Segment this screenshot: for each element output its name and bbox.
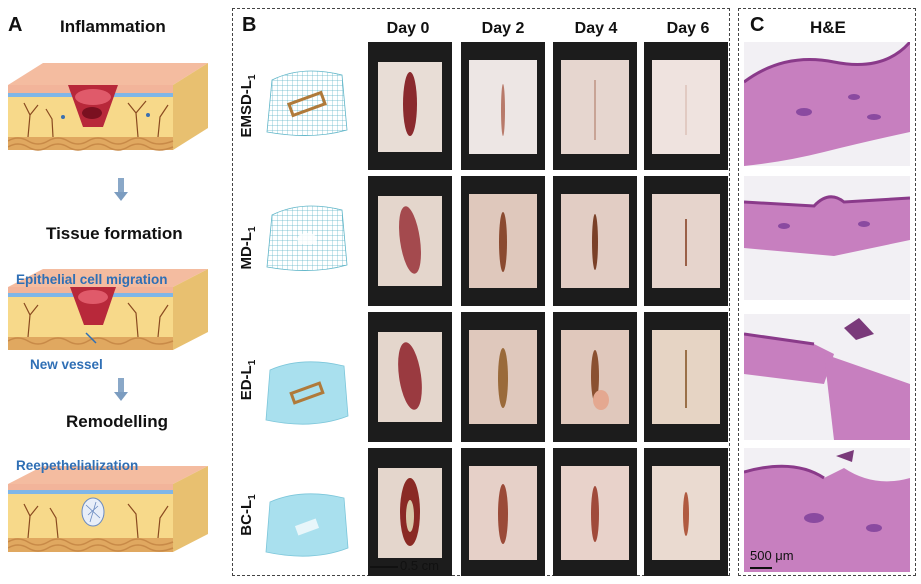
dressing-ed-icon bbox=[265, 361, 349, 425]
panel-c-frame bbox=[738, 8, 916, 576]
reepithelialization-label: Reepethelialization bbox=[16, 458, 139, 473]
scale-label-b: 0.5 cm bbox=[400, 558, 440, 573]
day-label-0: Day 0 bbox=[386, 20, 430, 37]
stage-tissue-formation-title: Tissue formation bbox=[46, 224, 183, 243]
skin-diagram-inflammation bbox=[8, 63, 208, 151]
wound-photo-bc-day6 bbox=[644, 448, 728, 576]
arrow-down-icon bbox=[114, 178, 128, 201]
scale-bar-b bbox=[370, 566, 398, 568]
wound-photo-md-day2 bbox=[461, 176, 545, 306]
panel-c-title: H&E bbox=[810, 18, 846, 37]
wound-photo-ed-day0 bbox=[368, 312, 452, 442]
he-image-emsd bbox=[744, 42, 910, 166]
wound-photo-md-day0 bbox=[368, 176, 452, 306]
wound-photo-emsd-day4 bbox=[553, 42, 637, 170]
he-image-bc bbox=[744, 448, 910, 572]
wound-photo-ed-day6 bbox=[644, 312, 728, 442]
dressing-md-icon bbox=[266, 205, 348, 271]
day-label-2: Day 2 bbox=[481, 20, 525, 37]
stage-remodelling-title: Remodelling bbox=[66, 412, 169, 431]
wound-photo-emsd-day2 bbox=[461, 42, 545, 170]
day-label-4: Day 4 bbox=[574, 20, 618, 37]
he-image-md bbox=[744, 176, 910, 300]
wound-photo-emsd-day6 bbox=[644, 42, 728, 170]
wound-photo-emsd-day0 bbox=[368, 42, 452, 170]
scale-label-c: 500 μm bbox=[750, 548, 794, 563]
new-vessel-label: New vessel bbox=[30, 357, 103, 372]
dressing-bc-icon bbox=[265, 493, 349, 557]
day-label-6: Day 6 bbox=[666, 20, 710, 37]
panel-b-letter: B bbox=[242, 14, 257, 36]
dressing-emsd-icon bbox=[266, 70, 348, 136]
skin-diagram-remodelling bbox=[8, 466, 208, 552]
wound-photo-bc-day4 bbox=[553, 448, 637, 576]
epithelial-migration-label: Epithelial cell migration bbox=[16, 272, 168, 287]
row-label-md: MD-L1 bbox=[238, 226, 258, 270]
row-label-bc: BC-L1 bbox=[238, 494, 258, 536]
panel-a-letter: A bbox=[8, 14, 23, 36]
skin-diagram-tissue-formation bbox=[8, 269, 208, 350]
row-label-ed: ED-L1 bbox=[238, 359, 258, 401]
wound-photo-bc-day2 bbox=[461, 448, 545, 576]
scale-bar-c bbox=[750, 567, 772, 569]
row-label-emsd: EMSD-L1 bbox=[238, 74, 258, 138]
wound-photo-ed-day4 bbox=[553, 312, 637, 442]
arrow-down-icon bbox=[114, 378, 128, 401]
wound-photo-md-day6 bbox=[644, 176, 728, 306]
wound-photo-bc-day0 bbox=[368, 448, 452, 576]
wound-photo-ed-day2 bbox=[461, 312, 545, 442]
he-image-ed bbox=[744, 314, 910, 440]
stage-inflammation-title: Inflammation bbox=[60, 17, 166, 36]
wound-photo-md-day4 bbox=[553, 176, 637, 306]
panel-c-letter: C bbox=[750, 14, 765, 36]
